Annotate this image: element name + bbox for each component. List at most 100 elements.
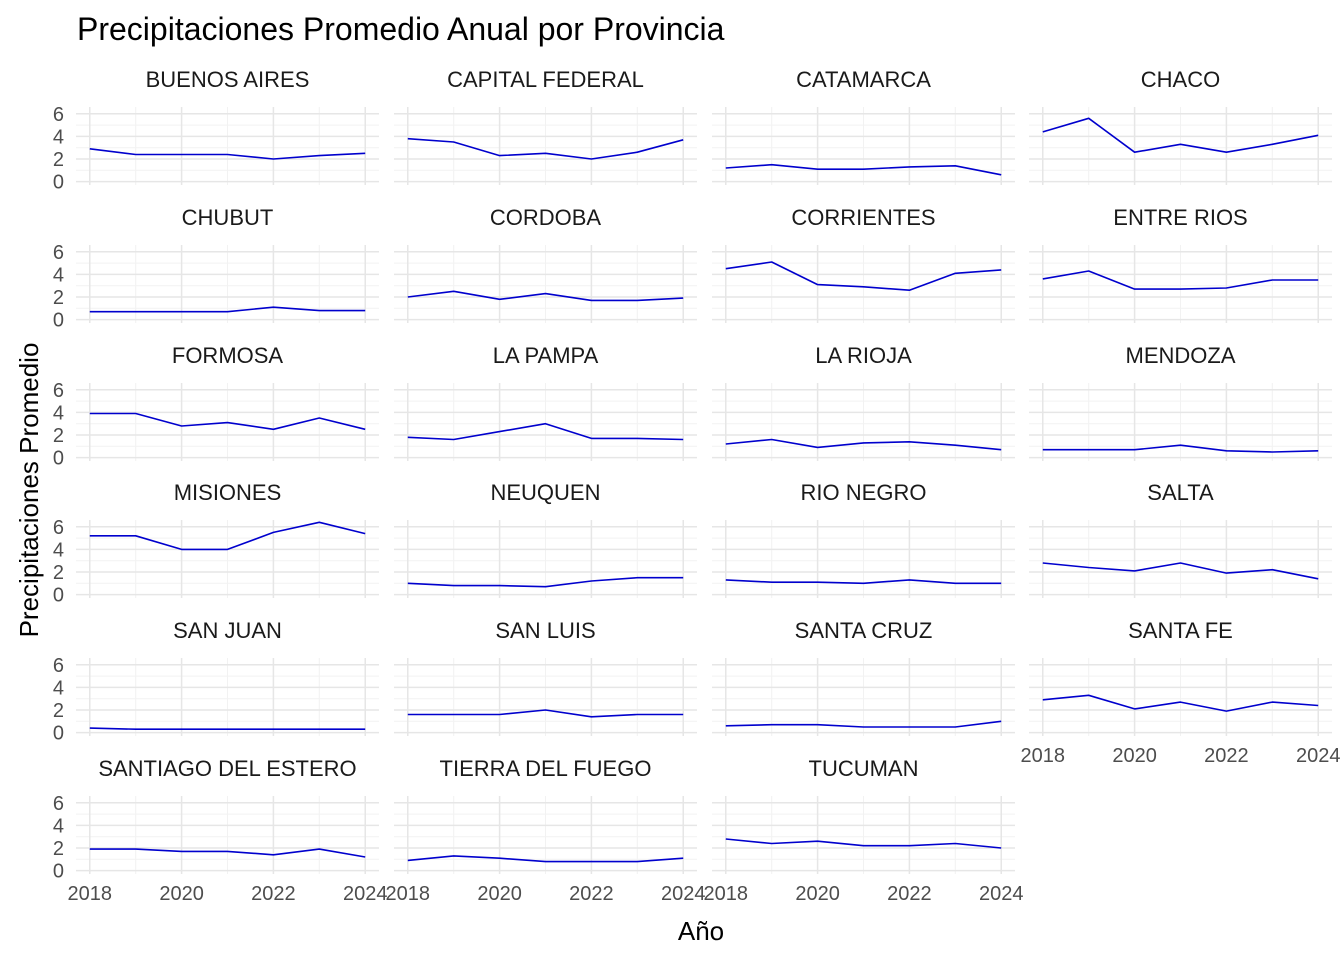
y-tick-label: 2 bbox=[53, 425, 64, 447]
x-tick-label: 2022 bbox=[1204, 745, 1249, 767]
facet-panel: CORRIENTES bbox=[712, 205, 1015, 323]
y-tick-label: 4 bbox=[53, 677, 64, 699]
facet-panel: LA RIOJA bbox=[712, 343, 1015, 461]
facet-strip-label: LA RIOJA bbox=[815, 343, 912, 368]
facet-strip-label: ENTRE RIOS bbox=[1113, 205, 1247, 230]
x-axis-title: Año bbox=[678, 916, 724, 946]
facet-strip-label: SALTA bbox=[1147, 480, 1214, 505]
series-line bbox=[407, 422, 684, 441]
facet-strip-label: MENDOZA bbox=[1126, 343, 1236, 368]
x-tick-label: 2022 bbox=[251, 883, 296, 905]
facet-panel: TUCUMAN 2018 2020 2022 2024 bbox=[704, 756, 1024, 905]
facet-strip-label: BUENOS AIRES bbox=[146, 67, 310, 92]
x-tick-label: 2018 bbox=[1021, 745, 1066, 767]
series-line bbox=[1042, 694, 1319, 712]
facet-panel: NEUQUEN bbox=[394, 480, 697, 598]
facet-strip-label: SAN LUIS bbox=[495, 618, 595, 643]
series-line bbox=[89, 727, 366, 731]
y-tick-label: 6 bbox=[53, 517, 64, 539]
x-tick-label: 2020 bbox=[1112, 745, 1157, 767]
x-tick-label: 2018 bbox=[386, 883, 431, 905]
facet-strip-label: SANTA CRUZ bbox=[795, 618, 933, 643]
x-tick-label: 2020 bbox=[477, 883, 522, 905]
y-tick-label: 2 bbox=[53, 700, 64, 722]
y-tick-label: 0 bbox=[53, 585, 64, 607]
facet-strip-label: CHUBUT bbox=[182, 205, 274, 230]
x-tick-label: 2024 bbox=[343, 883, 388, 905]
facet-panel: CHACO bbox=[1029, 67, 1332, 185]
y-tick-label: 4 bbox=[53, 539, 64, 561]
facet-strip-label: SANTIAGO DEL ESTERO bbox=[98, 756, 356, 781]
facet-panel: CATAMARCA bbox=[712, 67, 1015, 185]
series-line bbox=[725, 838, 1002, 849]
facet-panel: SANTA FE 2018 2020 2022 2024 bbox=[1021, 618, 1341, 767]
facet-panel: SAN LUIS bbox=[394, 618, 697, 736]
y-axis-title: Precipitaciones Promedio bbox=[14, 343, 44, 638]
series-line bbox=[725, 579, 1002, 585]
y-tick-label: 0 bbox=[53, 172, 64, 194]
series-line bbox=[89, 148, 366, 160]
y-tick-label: 6 bbox=[53, 104, 64, 126]
chart-title: Precipitaciones Promedio Anual por Provi… bbox=[77, 11, 725, 47]
y-tick-label: 0 bbox=[53, 448, 64, 470]
series-line bbox=[1042, 562, 1319, 580]
facet-strip-label: SAN JUAN bbox=[173, 618, 282, 643]
x-tick-label: 2022 bbox=[887, 883, 932, 905]
facet-panel: ENTRE RIOS bbox=[1029, 205, 1332, 323]
y-tick-label: 2 bbox=[53, 562, 64, 584]
facet-panel: LA PAMPA bbox=[394, 343, 697, 461]
facet-strip-label: LA PAMPA bbox=[493, 343, 599, 368]
x-tick-label: 2022 bbox=[569, 883, 614, 905]
y-tick-label: 4 bbox=[53, 402, 64, 424]
x-tick-label: 2024 bbox=[979, 883, 1024, 905]
y-tick-label: 6 bbox=[53, 655, 64, 677]
series-line bbox=[407, 576, 684, 588]
series-line bbox=[407, 855, 684, 863]
series-line bbox=[1042, 117, 1319, 153]
facet-panel: TIERRA DEL FUEGO 2018 2020 2022 2024 bbox=[386, 756, 706, 905]
facet-strip-label: CORRIENTES bbox=[791, 205, 935, 230]
facet-panel: RIO NEGRO bbox=[712, 480, 1015, 598]
y-tick-label: 6 bbox=[53, 380, 64, 402]
facet-strip-label: NEUQUEN bbox=[490, 480, 600, 505]
y-tick-label: 2 bbox=[53, 149, 64, 171]
series-line bbox=[89, 521, 366, 551]
facet-panel: SANTA CRUZ bbox=[712, 618, 1015, 736]
series-line bbox=[89, 848, 366, 858]
facet-strip-label: MISIONES bbox=[174, 480, 282, 505]
facet-panel: SALTA bbox=[1029, 480, 1332, 598]
series-line bbox=[407, 290, 684, 302]
y-tick-label: 6 bbox=[53, 242, 64, 264]
y-tick-label: 2 bbox=[53, 287, 64, 309]
y-tick-label: 0 bbox=[53, 310, 64, 332]
series-line bbox=[725, 163, 1002, 176]
x-tick-label: 2024 bbox=[661, 883, 706, 905]
series-line bbox=[407, 709, 684, 718]
y-tick-label: 4 bbox=[53, 126, 64, 148]
facet-strip-label: SANTA FE bbox=[1128, 618, 1233, 643]
facet-strip-label: FORMOSA bbox=[172, 343, 284, 368]
y-tick-label: 4 bbox=[53, 264, 64, 286]
y-tick-label: 2 bbox=[53, 838, 64, 860]
facet-panel: MENDOZA bbox=[1029, 343, 1332, 461]
y-tick-label: 0 bbox=[53, 861, 64, 883]
series-line bbox=[725, 438, 1002, 451]
series-line bbox=[725, 261, 1002, 292]
facet-strip-label: TIERRA DEL FUEGO bbox=[440, 756, 652, 781]
series-line bbox=[89, 412, 366, 431]
facet-strip-label: RIO NEGRO bbox=[801, 480, 927, 505]
facet-strip-label: CHACO bbox=[1141, 67, 1220, 92]
facet-panel: CAPITAL FEDERAL bbox=[394, 67, 697, 185]
x-tick-label: 2020 bbox=[795, 883, 840, 905]
y-tick-label: 0 bbox=[53, 723, 64, 745]
x-tick-label: 2018 bbox=[68, 883, 113, 905]
facet-strip-label: CATAMARCA bbox=[796, 67, 931, 92]
